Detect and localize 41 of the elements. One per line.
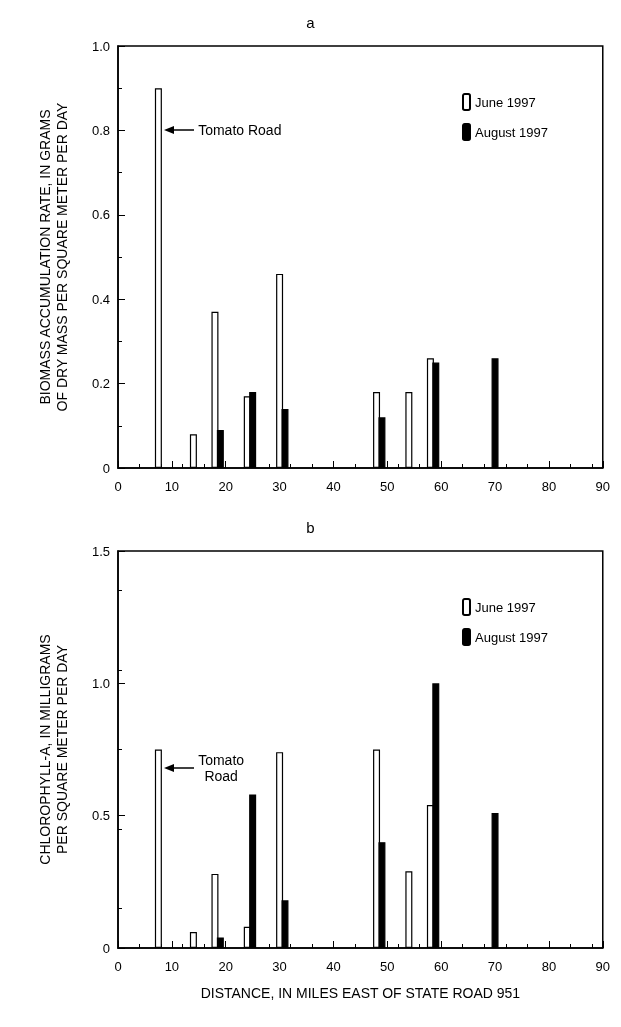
y-tick-label: 0.6 [91, 207, 110, 223]
x-tick-label: 40 [326, 959, 341, 974]
chart-title: b [306, 519, 315, 536]
legend-label: August 1997 [475, 124, 549, 140]
y-tick-label: 0 [102, 460, 110, 476]
x-tick-label: 20 [218, 959, 233, 974]
x-tick-label: 90 [595, 479, 610, 494]
x-tick-label: 50 [380, 479, 395, 494]
y-tick-label: 1.5 [91, 543, 110, 559]
x-tick-label: 70 [487, 959, 503, 974]
x-tick-label: 30 [272, 479, 287, 494]
x-tick-label: 20 [218, 479, 233, 494]
y-tick-label: 1.0 [91, 38, 110, 54]
x-axis-title: DISTANCE, IN MILES EAST OF STATE ROAD 951 [200, 985, 521, 1001]
x-tick-label: 0 [114, 479, 122, 494]
chart-title: a [306, 14, 316, 31]
x-tick-label: 30 [272, 959, 287, 974]
x-tick-label: 60 [433, 479, 449, 494]
y-tick-label: 0.2 [91, 376, 110, 392]
y-tick-label: 0.4 [91, 291, 110, 307]
y-tick-label: 1.0 [91, 675, 110, 691]
x-tick-label: 50 [380, 959, 395, 974]
y-tick-label: 0 [102, 940, 110, 956]
x-tick-label: 40 [326, 479, 341, 494]
x-tick-label: 80 [541, 479, 557, 494]
x-tick-label: 80 [541, 959, 557, 974]
y-tick-label: 0.8 [91, 122, 110, 138]
x-tick-label: 70 [487, 479, 503, 494]
x-tick-label: 0 [114, 959, 122, 974]
x-tick-label: 90 [595, 959, 610, 974]
y-axis-title: BIOMASS ACCUMULATION RATE, IN GRAMS OF DRY MASS PER SQUARE METER PER DAY [36, 101, 70, 412]
x-tick-label: 10 [164, 479, 180, 494]
y-tick-label: 0.5 [91, 808, 110, 824]
y-axis-title: CHLOROPHYLL-A, IN MILLIGRAMS PER SQUARE METER PER DAY [36, 634, 70, 865]
annotation: Tomato Road [198, 752, 245, 785]
legend-label: June 1997 [475, 599, 536, 615]
x-tick-label: 10 [164, 959, 180, 974]
x-tick-label: 60 [433, 959, 449, 974]
annotation: Tomato Road [198, 122, 282, 139]
legend-label: June 1997 [475, 94, 536, 110]
legend-label: August 1997 [475, 629, 549, 645]
